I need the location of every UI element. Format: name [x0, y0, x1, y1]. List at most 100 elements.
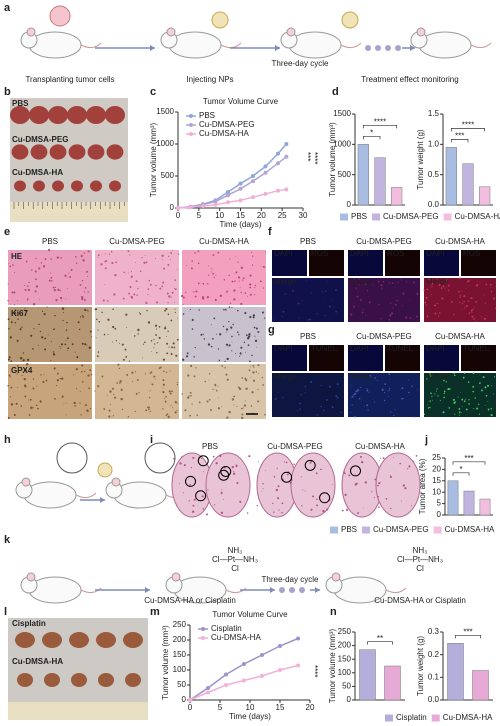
- fluor-image: [272, 373, 344, 417]
- texture: [162, 391, 165, 394]
- texture: [454, 400, 456, 402]
- texture: [340, 411, 342, 414]
- texture: [253, 367, 255, 368]
- texture: [40, 374, 42, 376]
- texture: [212, 455, 215, 458]
- texture: [362, 507, 364, 509]
- texture: [142, 343, 145, 345]
- texture: [408, 391, 410, 394]
- texture: [162, 383, 165, 386]
- texture: [350, 313, 353, 316]
- texture: [11, 291, 14, 294]
- texture: [444, 287, 446, 289]
- texture: [255, 371, 258, 373]
- metastasis-mark: [304, 459, 316, 471]
- texture: [9, 396, 12, 398]
- texture: [364, 481, 367, 484]
- texture: [61, 300, 62, 302]
- label: Cu-DMSA-HA: [199, 237, 249, 246]
- x-tick-label: 15: [276, 703, 285, 712]
- texture: [44, 337, 47, 340]
- texture: [80, 414, 82, 416]
- texture: [198, 309, 200, 311]
- texture: [485, 283, 488, 286]
- texture: [136, 379, 139, 381]
- texture: [461, 398, 464, 401]
- texture: [73, 401, 76, 405]
- texture: [212, 254, 215, 256]
- texture: [57, 288, 60, 291]
- texture: [231, 350, 233, 352]
- texture: [359, 299, 362, 301]
- texture: [47, 334, 49, 336]
- texture: [301, 505, 303, 507]
- texture: [408, 298, 410, 300]
- texture: [241, 377, 244, 379]
- texture: [387, 390, 388, 392]
- texture: [53, 328, 55, 331]
- x-tick-label: 20: [257, 211, 266, 220]
- texture: [118, 342, 120, 344]
- label: Treatment effect monitoring: [361, 75, 458, 84]
- texture: [211, 268, 213, 270]
- texture: [126, 327, 127, 328]
- texture: [139, 270, 142, 273]
- texture: [336, 383, 339, 386]
- texture: [481, 316, 483, 318]
- texture: [113, 393, 115, 396]
- texture: [356, 295, 359, 298]
- label: Injecting NPs: [186, 75, 233, 84]
- texture: [188, 500, 190, 502]
- texture: [166, 371, 168, 374]
- texture: [151, 351, 152, 352]
- texture: [376, 380, 378, 382]
- texture: [97, 351, 100, 353]
- significance: *: [370, 128, 373, 137]
- label: Cl: [231, 564, 239, 573]
- texture: [102, 299, 105, 302]
- texture: [397, 281, 399, 284]
- significance-bracket: [452, 461, 486, 465]
- texture: [360, 401, 362, 402]
- texture: [64, 274, 67, 277]
- texture: [84, 286, 87, 289]
- texture: [241, 416, 244, 420]
- texture: [213, 317, 216, 320]
- texture: [134, 410, 136, 413]
- y-tick-label: 0: [437, 510, 442, 519]
- texture: [50, 272, 52, 274]
- texture: [95, 337, 97, 339]
- texture: [364, 405, 365, 407]
- texture: [181, 456, 183, 458]
- texture: [331, 300, 333, 302]
- texture: [207, 489, 209, 491]
- texture: [235, 256, 237, 258]
- texture: [59, 289, 61, 292]
- texture: [104, 284, 106, 285]
- texture: [169, 258, 171, 261]
- x-tick-label: 0: [176, 211, 181, 220]
- texture: [248, 360, 251, 363]
- texture: [230, 302, 232, 304]
- texture: [252, 316, 255, 319]
- texture: [389, 475, 393, 479]
- texture: [26, 299, 29, 301]
- texture: [382, 457, 385, 459]
- label: Cu-DMSA-HA: [12, 168, 63, 177]
- label: n: [330, 606, 337, 618]
- texture: [120, 388, 123, 391]
- texture: [461, 290, 463, 292]
- texture: [119, 380, 122, 383]
- texture: [128, 360, 131, 362]
- mouse-ear: [26, 27, 36, 37]
- texture: [405, 316, 408, 319]
- texture: [206, 295, 209, 299]
- mouse-body: [418, 31, 472, 59]
- texture: [225, 308, 227, 311]
- texture: [447, 388, 450, 391]
- histology-image: [8, 364, 92, 419]
- texture: [373, 497, 375, 499]
- texture: [351, 395, 354, 398]
- label: Three-day cycle: [272, 59, 329, 68]
- texture: [233, 298, 236, 301]
